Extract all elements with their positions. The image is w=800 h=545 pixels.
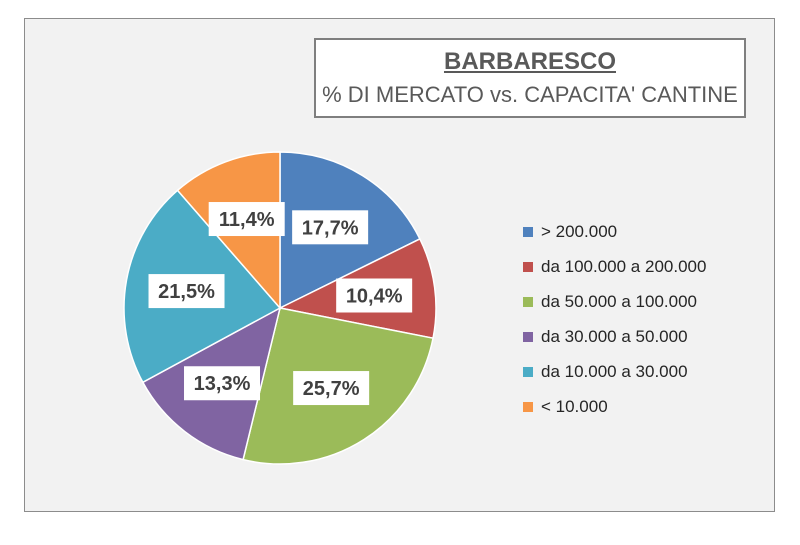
- slice-data-label: 21,5%: [148, 274, 225, 309]
- legend-item: da 10.000 a 30.000: [523, 354, 706, 389]
- legend-item: da 50.000 a 100.000: [523, 284, 706, 319]
- svg-text:25,7%: 25,7%: [303, 378, 360, 400]
- slice-data-label: 25,7%: [293, 371, 370, 406]
- slice-data-label: 10,4%: [336, 278, 413, 313]
- legend-item: > 200.000: [523, 214, 706, 249]
- legend-item: da 100.000 a 200.000: [523, 249, 706, 284]
- svg-text:13,3%: 13,3%: [194, 373, 251, 395]
- legend-label: da 10.000 a 30.000: [541, 361, 688, 381]
- legend-swatch: [523, 296, 533, 307]
- legend-swatch: [523, 366, 533, 377]
- legend-label: da 30.000 a 50.000: [541, 326, 688, 346]
- legend-swatch: [523, 226, 533, 237]
- title-box: BARBARESCO % DI MERCATO vs. CAPACITA' CA…: [314, 38, 746, 118]
- slice-data-label: 17,7%: [292, 210, 369, 245]
- legend-label: < 10.000: [541, 396, 608, 416]
- chart-title: BARBARESCO: [443, 48, 616, 75]
- legend: > 200.000 da 100.000 a 200.000 da 50.000 a…: [523, 214, 706, 424]
- legend-item: < 10.000: [523, 389, 706, 424]
- legend-swatch: [523, 401, 533, 412]
- legend-swatch: [523, 331, 533, 342]
- legend-label: da 100.000 a 200.000: [541, 256, 707, 276]
- legend-item: da 30.000 a 50.000: [523, 319, 706, 354]
- svg-text:17,7%: 17,7%: [302, 217, 359, 239]
- legend-swatch: [523, 261, 533, 272]
- slice-data-label: 11,4%: [208, 202, 285, 237]
- slice-data-label: 13,3%: [184, 366, 261, 401]
- chart-subtitle: % DI MERCATO vs. CAPACITA' CANTINE: [322, 82, 738, 107]
- svg-text:11,4%: 11,4%: [219, 209, 275, 231]
- legend-label: da 50.000 a 100.000: [541, 291, 697, 311]
- legend-label: > 200.000: [541, 221, 618, 241]
- svg-text:10,4%: 10,4%: [346, 286, 403, 308]
- svg-text:21,5%: 21,5%: [158, 281, 215, 303]
